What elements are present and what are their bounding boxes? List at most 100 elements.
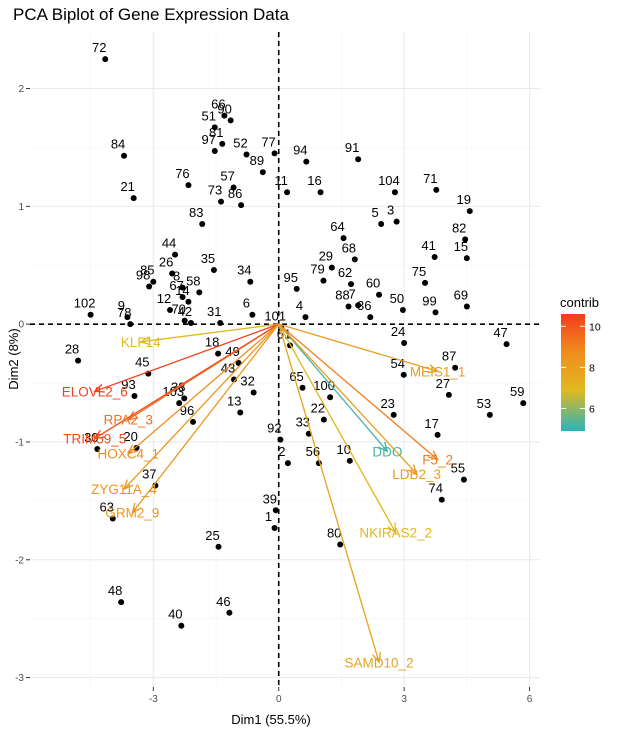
point-label-70: 70 — [171, 302, 185, 317]
point-label-14: 14 — [175, 283, 189, 298]
legend-title: contrib — [560, 295, 599, 310]
variable-label-NKIRAS2_2: NKIRAS2_2 — [359, 526, 432, 541]
point-13 — [237, 409, 244, 416]
point-52 — [243, 151, 250, 158]
point-label-101: 101 — [264, 309, 286, 324]
point-label-42: 42 — [178, 304, 192, 319]
point-label-50: 50 — [390, 291, 404, 306]
point-label-30: 30 — [84, 430, 98, 445]
point-label-7: 7 — [349, 286, 356, 301]
arrow-TRIM59_5 — [93, 323, 280, 440]
point-3 — [393, 218, 400, 225]
reference-lines — [30, 32, 540, 687]
point-label-80: 80 — [327, 525, 341, 540]
point-9 — [124, 314, 131, 321]
point-21 — [130, 195, 137, 202]
variable-label-KLF14: KLF14 — [121, 335, 161, 350]
point-label-24: 24 — [391, 324, 405, 339]
point-46 — [226, 609, 233, 616]
point-label-29: 29 — [319, 249, 333, 264]
point-label-82: 82 — [452, 220, 466, 235]
point-label-75: 75 — [412, 264, 426, 279]
point-72 — [102, 56, 109, 63]
point-66 — [221, 112, 228, 119]
point-label-32: 32 — [240, 373, 254, 388]
point-label-18: 18 — [205, 335, 219, 350]
individual-points — [75, 56, 527, 629]
point-64 — [340, 235, 347, 242]
point-label-19: 19 — [457, 192, 471, 207]
point-71 — [433, 186, 440, 193]
arrow-head — [427, 364, 440, 374]
point-77 — [271, 150, 278, 157]
point-65 — [299, 384, 306, 391]
x-tick-label: 0 — [276, 694, 282, 705]
point-86 — [238, 202, 245, 209]
point-label-76: 76 — [175, 166, 189, 181]
arrow-shaft — [278, 323, 397, 533]
point-10 — [346, 457, 353, 464]
point-label-104: 104 — [378, 173, 400, 188]
arrow-shaft — [278, 323, 439, 461]
point-104 — [391, 189, 398, 196]
arrow-KLF14 — [139, 323, 279, 346]
point-label-90: 90 — [217, 101, 231, 116]
variable-label-F5_2: F5_2 — [422, 453, 453, 468]
point-32 — [250, 389, 257, 396]
variable-label-MEIS1_1: MEIS1_1 — [410, 364, 466, 379]
legend-colorbar — [561, 314, 585, 431]
point-73 — [218, 198, 225, 205]
point-1 — [271, 524, 278, 531]
point-74 — [438, 496, 445, 503]
point-label-102: 102 — [74, 296, 96, 311]
point-88 — [345, 303, 352, 310]
point-label-99: 99 — [422, 293, 436, 308]
point-99 — [432, 309, 439, 316]
point-24 — [401, 340, 408, 347]
point-90 — [227, 117, 234, 124]
point-label-44: 44 — [162, 236, 176, 251]
point-85 — [150, 278, 157, 285]
point-60 — [376, 291, 383, 298]
point-47 — [503, 341, 510, 348]
arrow-head — [126, 410, 139, 421]
point-label-72: 72 — [92, 40, 106, 55]
point-label-36: 36 — [357, 298, 371, 313]
point-38 — [181, 395, 188, 402]
point-label-34: 34 — [237, 263, 251, 278]
point-label-85: 85 — [140, 263, 154, 278]
arrow-head — [93, 429, 105, 440]
variable-label-TRIM59_5: TRIM59_5 — [63, 431, 126, 446]
point-41 — [431, 254, 438, 261]
arrow-head — [139, 336, 151, 346]
point-50 — [399, 307, 406, 314]
point-label-16: 16 — [307, 173, 321, 188]
variable-label-GRM2_9: GRM2_9 — [105, 506, 159, 521]
arrow-head — [378, 441, 389, 453]
point-15 — [463, 255, 470, 262]
x-tick-label: 3 — [401, 694, 407, 705]
variable-label-DDO: DDO — [372, 444, 402, 459]
point-label-78: 78 — [117, 305, 131, 320]
point-label-79: 79 — [310, 262, 324, 277]
variable-label-RPA2_3: RPA2_3 — [104, 413, 153, 428]
point-label-92: 92 — [267, 421, 281, 436]
point-label-67: 67 — [169, 278, 183, 293]
point-label-46: 46 — [216, 594, 230, 609]
point-label-83: 83 — [189, 205, 203, 220]
arrow-head — [127, 444, 139, 455]
point-label-53: 53 — [477, 396, 491, 411]
point-label-98: 98 — [136, 267, 150, 282]
point-16 — [317, 189, 324, 196]
point-label-52: 52 — [233, 136, 247, 151]
point-label-13: 13 — [227, 394, 241, 409]
point-label-1: 1 — [265, 509, 272, 524]
variable-label-LDB2_3: LDB2_3 — [392, 467, 441, 482]
point-label-25: 25 — [205, 528, 219, 543]
point-83 — [199, 221, 206, 228]
arrow-shaft — [278, 323, 380, 663]
point-92 — [277, 436, 284, 443]
